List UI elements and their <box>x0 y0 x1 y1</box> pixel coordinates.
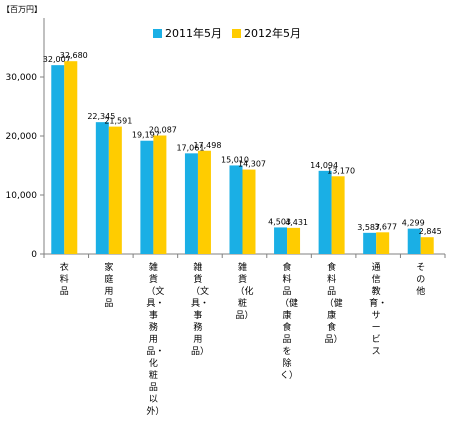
bar-2011 <box>318 170 332 254</box>
category-label: 雑貨（文具・事務用品） <box>190 263 209 357</box>
data-label: 15,010 <box>221 155 249 164</box>
y-tick-label: 10,000 <box>6 191 38 201</box>
category-label: 雑貨（文具・事務用品・化粧品以外） <box>146 263 165 417</box>
bar-2011 <box>363 232 377 254</box>
y-tick-label: 20,000 <box>6 132 38 142</box>
bar-2012 <box>287 227 301 254</box>
bar-2011 <box>274 227 288 254</box>
bar-2012 <box>376 232 390 254</box>
legend-label-2011: 2011年5月 <box>165 27 222 40</box>
data-label: 21,591 <box>104 117 132 126</box>
legend-swatch-2012 <box>232 28 241 38</box>
data-label: 2,845 <box>419 227 442 236</box>
data-label: 17,498 <box>193 141 221 150</box>
category-label: 家庭用品 <box>104 263 114 309</box>
category-label: 食料品（健康食品） <box>324 263 343 345</box>
unit-label: 【百万円】 <box>2 5 42 14</box>
legend: 2011年5月 2012年5月 <box>153 26 311 40</box>
data-label: 3,587 <box>357 223 380 232</box>
bar-2012 <box>108 126 122 254</box>
data-label: 4,503 <box>268 217 291 226</box>
category-label: 衣料品 <box>59 263 69 297</box>
bar-2012 <box>242 169 256 254</box>
category-label: その他 <box>416 263 426 297</box>
data-label: 14,094 <box>310 161 338 170</box>
data-label: 4,299 <box>402 219 425 228</box>
bar-2011 <box>184 153 198 254</box>
category-label: 食料品（健康食品を除く） <box>280 263 299 381</box>
bar-2012 <box>153 135 167 254</box>
data-label: 17,061 <box>176 143 204 152</box>
data-label: 3,677 <box>374 222 397 231</box>
data-label: 14,307 <box>238 160 266 169</box>
legend-swatch-2011 <box>153 28 162 38</box>
bar-2012 <box>64 61 78 254</box>
data-label: 32,007 <box>43 55 71 64</box>
bar-2011 <box>140 140 154 254</box>
data-label: 32,680 <box>60 51 88 60</box>
bar-2011 <box>95 122 109 255</box>
data-label: 13,170 <box>327 166 355 175</box>
bar-2012 <box>331 176 345 254</box>
legend-label-2012: 2012年5月 <box>244 27 301 40</box>
bar-2012 <box>197 150 211 254</box>
data-label: 20,087 <box>149 125 177 134</box>
category-label: 通信教育・サービス <box>369 263 388 357</box>
data-label: 22,345 <box>87 112 115 121</box>
data-label: 19,197 <box>132 131 160 140</box>
data-label: 4,431 <box>285 218 308 227</box>
bar-2011 <box>51 65 65 255</box>
legend-item-2011: 2011年5月 <box>153 25 222 41</box>
legend-item-2012: 2012年5月 <box>232 25 301 41</box>
bar-2011 <box>229 165 243 254</box>
category-label: 雑貨（化粧品） <box>235 263 254 321</box>
y-tick-label: 0 <box>31 250 37 260</box>
bar-2012 <box>420 237 434 254</box>
bar-2011 <box>407 228 421 254</box>
y-tick-label: 30,000 <box>6 73 38 83</box>
